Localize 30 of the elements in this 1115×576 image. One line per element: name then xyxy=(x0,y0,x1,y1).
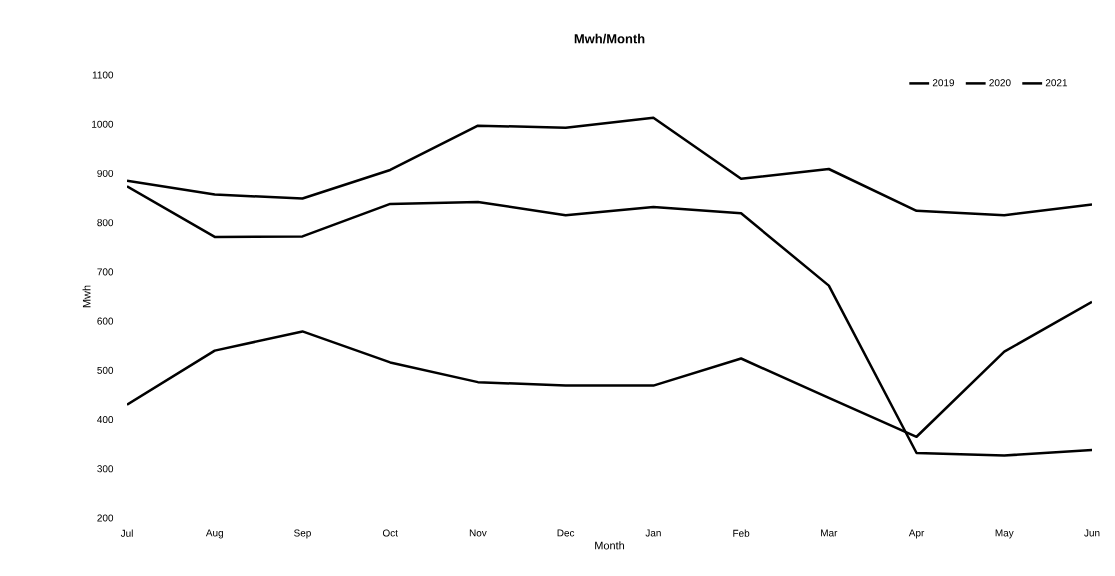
y-tick-label: 200 xyxy=(97,514,114,522)
y-axis-title: Mwh xyxy=(82,285,91,308)
x-tick-label: Jan xyxy=(645,529,661,537)
x-tick-label: Jul xyxy=(120,529,133,537)
line-series xyxy=(127,116,1093,217)
x-tick-label: Apr xyxy=(908,529,925,539)
y-tick-label: 600 xyxy=(97,317,114,325)
x-tick-label: Nov xyxy=(469,529,487,537)
y-tick-label: 700 xyxy=(97,268,114,276)
y-tick-label: 1100 xyxy=(92,71,114,79)
y-tick-label: 500 xyxy=(97,366,114,374)
line-series xyxy=(127,184,1093,457)
legend-label: 2021 xyxy=(1045,79,1068,87)
y-tick-label: 400 xyxy=(97,416,114,424)
x-tick-label: Oct xyxy=(382,529,398,537)
x-tick-label: Sep xyxy=(294,529,311,539)
x-tick-label: May xyxy=(995,529,1014,539)
legend-label: 2020 xyxy=(989,79,1011,87)
chart-title: Mwh/Month xyxy=(574,33,645,44)
y-tick-label: 900 xyxy=(97,169,114,177)
legend-label: 2019 xyxy=(932,79,955,87)
x-axis-title: Month xyxy=(595,541,625,550)
x-tick-label: Dec xyxy=(557,529,575,537)
y-tick-label: 1000 xyxy=(92,120,114,128)
x-tick-label: Mar xyxy=(821,529,838,537)
x-tick-label: Jun xyxy=(1084,529,1100,537)
y-tick-label: 800 xyxy=(97,219,114,227)
x-tick-label: Feb xyxy=(733,529,750,537)
x-tick-label: Aug xyxy=(205,529,223,539)
y-tick-label: 300 xyxy=(97,465,114,473)
